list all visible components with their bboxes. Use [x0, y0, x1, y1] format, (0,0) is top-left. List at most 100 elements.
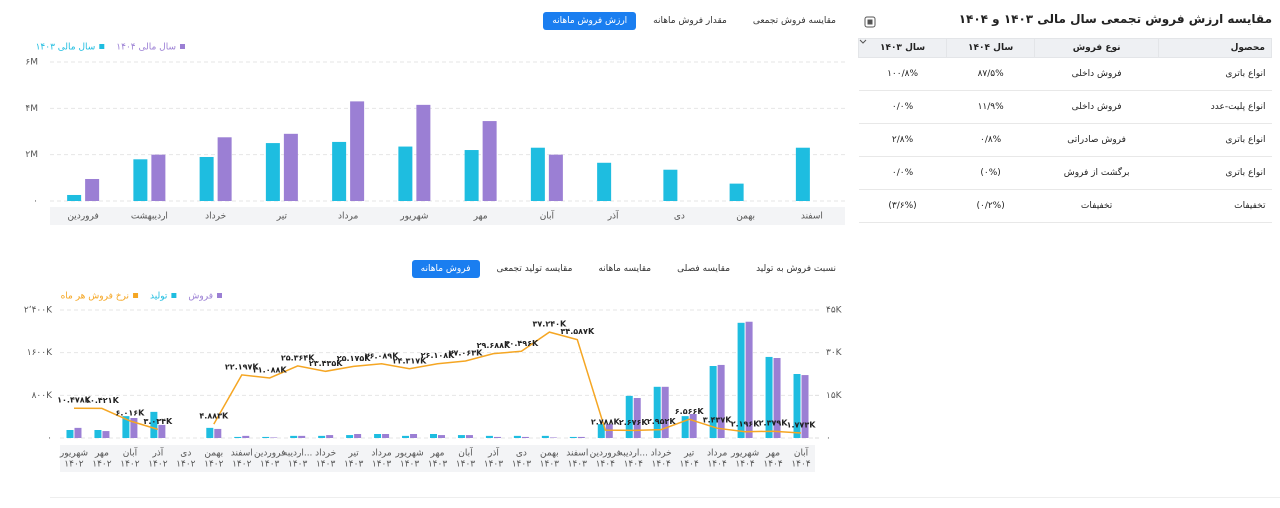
- x-tick-label: فروردین: [254, 449, 285, 459]
- bar: [745, 321, 753, 438]
- legend-label: فروش: [188, 292, 213, 302]
- table-row: انواع باتری برگشت از فروش (۰%) ۰/۰%: [858, 156, 1272, 190]
- data-label: ۲۷.۰۶۳K: [449, 349, 483, 358]
- table-row: انواع باتری فروش صادراتی ۰/۸% ۲/۸%: [858, 123, 1272, 157]
- data-label: ۲.۹۵۲K: [647, 417, 677, 426]
- table-row: انواع باتری فروش داخلی ۸۷/۵% ۱۰۰/۸%: [858, 57, 1272, 91]
- column-header: سال ۱۴۰۴: [859, 38, 1036, 58]
- x-tick-label: اسفند: [566, 449, 588, 459]
- x-tick-label: ۱۴۰۳: [400, 460, 420, 470]
- x-tick-label: دی: [674, 212, 685, 222]
- data-label: ۲۴.۳۱۷K: [393, 356, 427, 365]
- x-tick-label: آذر: [607, 210, 619, 222]
- x-tick-label: آبان: [458, 447, 473, 459]
- y2-tick-label: ۳۰K: [826, 348, 843, 358]
- table-cell: انواع باتری: [1158, 123, 1272, 157]
- divider: [50, 497, 1280, 498]
- tab[interactable]: مقایسه تولید تجمعی: [496, 264, 573, 274]
- y-tick-label: ۸۰۰K: [32, 391, 54, 401]
- x-tick-label: دی: [516, 449, 527, 459]
- x-tick-label: تیر: [348, 449, 360, 459]
- bar: [663, 169, 678, 201]
- tab[interactable]: مقایسه فروش تجمعی: [752, 16, 836, 26]
- x-tick-label: ۱۴۰۴: [735, 460, 755, 470]
- x-tick-label: ۱۴۰۳: [512, 460, 532, 470]
- data-label: ۱.۷۷۳K: [787, 420, 817, 429]
- bar: [85, 178, 100, 201]
- x-tick-label: ۱۴۰۲: [120, 460, 140, 470]
- bar: [234, 436, 242, 438]
- x-tick-label: ۱۴۰۳: [288, 460, 308, 470]
- legend-label: سال مالی ۱۴۰۳: [36, 43, 96, 53]
- x-tick-label: بهمن: [736, 212, 755, 222]
- bar: [457, 435, 465, 438]
- legend-swatch: [133, 293, 139, 298]
- data-label: ۳.۰۳۴K: [143, 417, 173, 426]
- table-cell: انواع باتری: [1158, 156, 1272, 190]
- bar: [717, 364, 725, 438]
- bar: [689, 414, 697, 438]
- bar: [625, 395, 633, 438]
- bar: [318, 435, 326, 438]
- data-label: ۲۱.۰۸۸K: [253, 366, 287, 375]
- x-tick-label: مهر: [94, 449, 109, 459]
- bar: [346, 435, 354, 438]
- bar: [242, 435, 250, 438]
- tab[interactable]: مقدار فروش ماهانه: [653, 16, 727, 26]
- export-icon[interactable]: [864, 16, 876, 28]
- bar: [298, 435, 306, 438]
- x-tick-label: ۱۴۰۴: [763, 460, 783, 470]
- bar: [214, 428, 222, 438]
- x-tick-label: ۱۴۰۲: [176, 460, 196, 470]
- x-tick-label: ۱۴۰۳: [540, 460, 560, 470]
- tab[interactable]: نسبت فروش به تولید: [756, 264, 836, 274]
- table-row: تخفیفات تخفیفات (۰/۲%) (۳/۶%): [858, 189, 1272, 223]
- legend-label: تولید: [150, 292, 168, 302]
- bar: [577, 436, 585, 438]
- x-tick-label: ۱۴۰۲: [204, 460, 224, 470]
- y-tick-label: ۴M: [25, 104, 38, 114]
- data-label: ۲۶.۱۰۸K: [421, 351, 455, 360]
- bar: [521, 436, 529, 438]
- x-tick-label: ۱۴۰۳: [260, 460, 280, 470]
- column-header: سال ۱۴۰۳: [857, 38, 948, 58]
- x-tick-label: آذر: [487, 447, 499, 459]
- x-tick-label: مرداد: [338, 212, 358, 222]
- bar: [493, 436, 501, 438]
- data-label: ۶.۰۱۶K: [116, 408, 146, 417]
- line: [73, 331, 802, 434]
- data-label: ۱۰.۴۷۸K: [57, 396, 91, 405]
- legend-label: سال مالی ۱۴۰۴: [116, 43, 176, 53]
- tab[interactable]: ارزش فروش ماهانه: [543, 12, 637, 30]
- x-tick-label: ۱۴۰۴: [679, 460, 699, 470]
- data-label: ۶.۵۶۶K: [675, 407, 705, 416]
- x-tick-label: ۱۴۰۲: [232, 460, 252, 470]
- data-label: ۲۳.۴۳۵K: [309, 359, 343, 368]
- tab[interactable]: مقایسه ماهانه: [598, 264, 652, 274]
- bar: [605, 424, 613, 438]
- table-cell: ۰/۰%: [858, 90, 947, 124]
- data-label: ۲۵.۳۶۴K: [281, 353, 315, 362]
- sort-icon[interactable]: [859, 39, 867, 45]
- bar: [438, 435, 445, 438]
- y2-tick-label: ۴۵K: [826, 306, 843, 316]
- table-cell: انواع باتری: [1158, 57, 1272, 91]
- bar: [354, 434, 362, 438]
- x-tick-label: تیر: [276, 212, 288, 222]
- x-tick-label: ۱۴۰۲: [64, 460, 84, 470]
- comparison-table: محصول نوع فروش سال ۱۴۰۴ سال ۱۴۰۳ انواع باتری…: [857, 38, 1272, 223]
- x-tick-label: شهریور: [394, 449, 423, 459]
- tab[interactable]: مقایسه فصلی: [677, 264, 731, 274]
- data-label: ۲.۶۷۶K: [619, 418, 649, 427]
- tab[interactable]: فروش ماهانه: [411, 260, 480, 278]
- x-tick-label: ۱۴۰۳: [344, 460, 364, 470]
- y-tick-label: ۶M: [25, 58, 38, 68]
- bar: [130, 418, 138, 438]
- bar: [597, 424, 605, 438]
- bar: [382, 434, 390, 438]
- bar: [765, 356, 773, 438]
- bar: [66, 430, 74, 438]
- data-label: ۲۵.۱۷۵K: [337, 354, 371, 363]
